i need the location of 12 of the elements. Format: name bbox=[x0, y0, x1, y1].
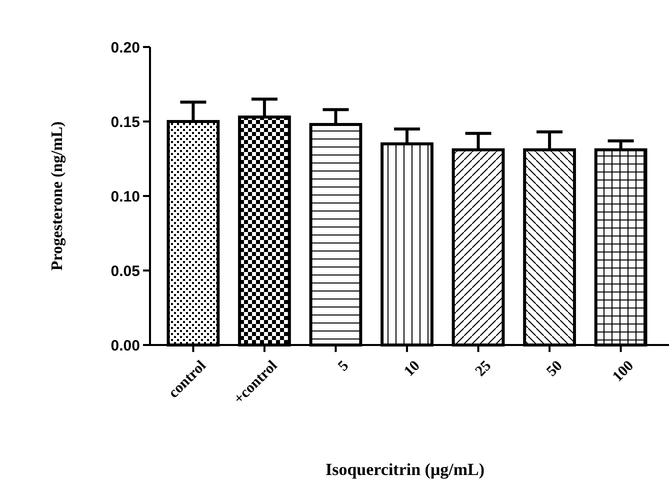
y-tick-label: 0.00 bbox=[110, 337, 140, 354]
y-tick-label: 0.10 bbox=[110, 188, 140, 206]
y-tick-label: 0.20 bbox=[110, 39, 140, 56]
x-tick-label: 50 bbox=[544, 358, 566, 380]
x-tick-label: 10 bbox=[401, 358, 424, 380]
x-axis-title: Isoquercitrin (μg/mL) bbox=[325, 460, 485, 479]
y-tick-label: 0.15 bbox=[110, 114, 140, 131]
x-tick-label: 5 bbox=[335, 358, 352, 375]
x-tick-label: 25 bbox=[472, 358, 495, 380]
y-tick-label: 0.05 bbox=[110, 262, 140, 280]
x-tick-label: 100 bbox=[610, 358, 638, 386]
y-axis-title: Progesterone (ng/mL) bbox=[49, 121, 66, 271]
